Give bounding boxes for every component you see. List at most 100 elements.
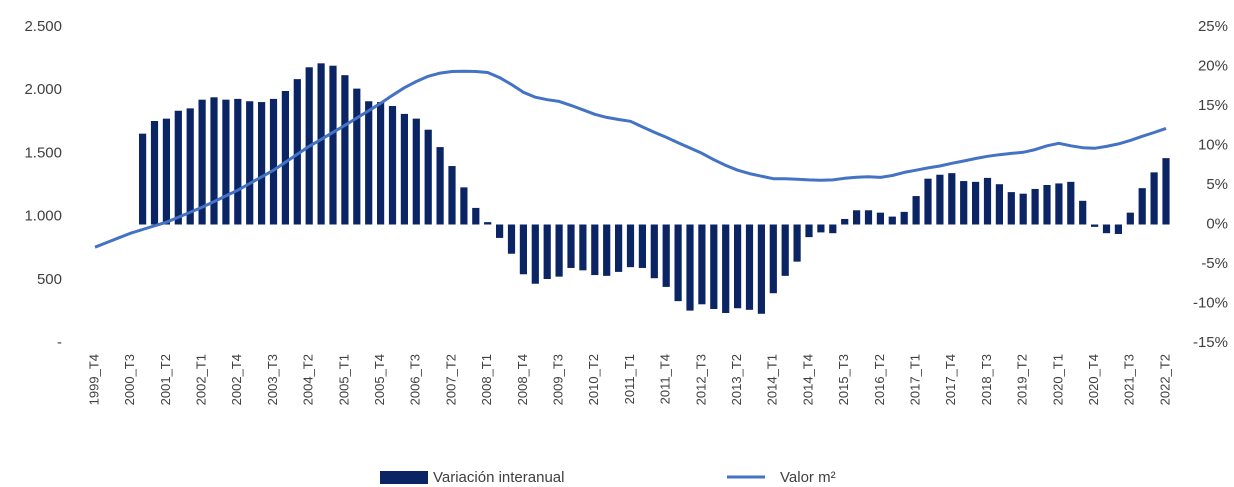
bar [924,178,932,225]
x-tick-label: 2011_T1 [622,354,637,404]
bar [150,121,159,225]
bar [507,224,516,254]
bar [841,218,849,225]
bar [448,166,456,225]
y2ticks-label: 10% [1198,136,1228,153]
bar [995,184,1003,225]
bar [1067,181,1075,225]
y2ticks-label: -15% [1193,334,1228,351]
bar [615,224,623,272]
bar [1055,183,1063,225]
x-tick-label: 2014_T1 [765,354,780,405]
x-tick-label: 2002_T4 [229,354,244,405]
bar [912,196,920,225]
bar [1114,224,1122,234]
bar [234,98,242,225]
bar [734,224,742,309]
bar [162,118,170,225]
bar [353,88,361,225]
bar [269,98,278,225]
x-tick-label: 2020_T1 [1050,354,1065,405]
y2ticks-label: -5% [1201,255,1228,272]
bar [900,211,908,225]
x-tick-label: 2014_T4 [800,354,815,405]
bar [829,224,837,234]
bar [222,99,230,225]
bar [496,224,504,238]
bar [710,224,718,310]
bar [1031,188,1039,225]
bar [817,224,825,233]
bar [484,222,492,225]
x-tick-label: 2008_T1 [479,354,494,405]
bar [579,224,587,271]
bar [329,65,337,225]
bar [543,224,551,280]
bar [983,177,992,225]
x-tick-label: 2010_T2 [586,354,601,405]
bar [686,224,694,311]
x-tick-label: 2004_T2 [301,354,316,405]
x-tick-label: 2022_T2 [1157,354,1172,405]
bar [638,224,646,268]
bar [972,181,980,225]
bar [936,174,944,225]
bar [662,224,670,287]
yticks-label: 500 [37,271,62,288]
bar [864,210,873,225]
legend-label: Valor m² [780,469,836,486]
bar [186,108,194,225]
bar [436,147,444,225]
bar [626,224,635,268]
bar [281,90,289,225]
x-tick-label: 2006_T3 [408,354,423,405]
line [94,69,1167,249]
bar [1019,193,1027,225]
y2ticks-label: 0% [1206,215,1228,232]
bar [674,224,682,302]
bar [246,101,254,225]
bar [853,210,861,225]
x-tick-label: 1999_T4 [86,354,101,405]
legend-swatch [380,471,428,484]
x-tick-label: 2003_T3 [265,354,280,405]
bar [210,97,218,225]
x-tick-label: 2007_T2 [443,354,458,405]
y2ticks-label: -10% [1193,294,1228,311]
bar [603,224,611,276]
x-tick-label: 2012_T3 [693,354,708,405]
bar [1079,200,1087,225]
bar [805,224,813,238]
bar [1126,212,1134,225]
bar [139,133,147,225]
bar [888,216,896,225]
bar [793,224,801,262]
bar [472,207,480,225]
bar [412,118,420,225]
x-tick-label: 2011_T4 [658,354,673,404]
bar [1162,158,1170,225]
x-tick-label: 2005_T1 [336,354,351,405]
bar [745,224,754,310]
yticks-label: 1.500 [24,144,62,161]
y2ticks-label: 25% [1198,18,1228,35]
bar [198,99,206,225]
x-tick-label: 2015_T3 [836,354,851,405]
bar [1102,224,1111,234]
yticks-label: - [57,334,62,351]
x-tick-label: 2005_T4 [372,354,387,405]
bar [258,102,266,225]
legend-label: Variación interanual [433,469,564,486]
x-tick-label: 2002_T1 [194,354,209,405]
y2ticks-label: 15% [1198,97,1228,114]
bar [365,101,373,225]
bar [1007,192,1015,225]
bar [293,79,301,225]
bar [555,224,563,277]
x-tick-label: 2017_T4 [943,354,958,405]
bar [1138,188,1146,225]
y2ticks-label: 5% [1206,176,1228,193]
bar [781,224,789,276]
bar [698,224,706,305]
bar [722,224,730,313]
